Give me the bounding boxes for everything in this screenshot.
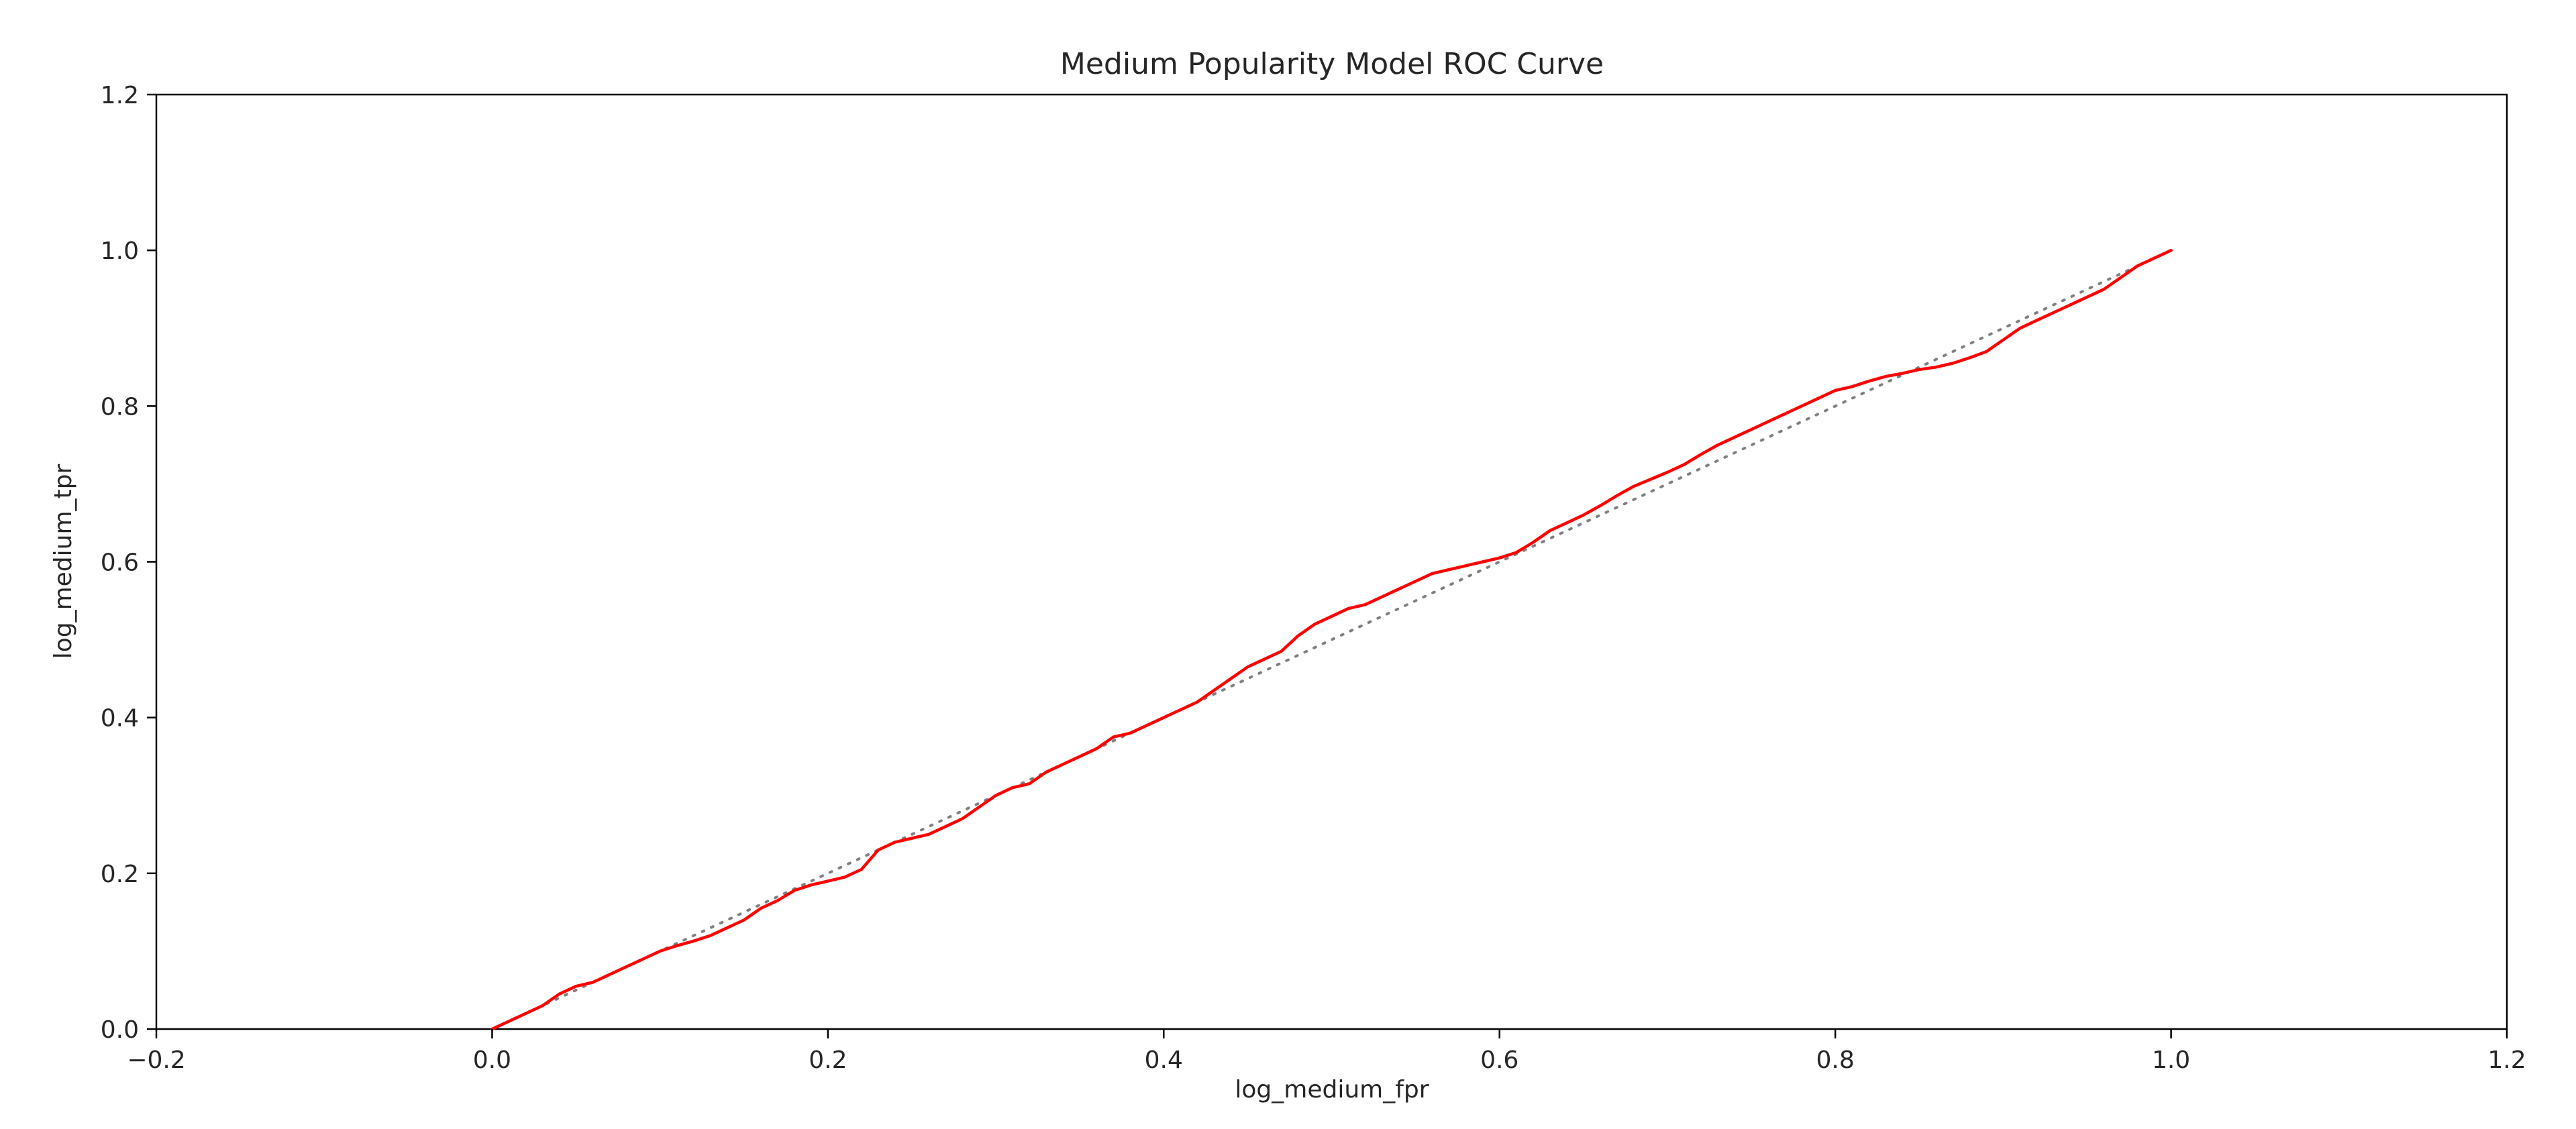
x-tick-label: 0.8: [1816, 1046, 1855, 1074]
y-tick-label: 1.0: [101, 237, 139, 265]
plot-area: [155, 93, 2508, 1031]
x-axis-label: log_medium_fpr: [1235, 1076, 1429, 1104]
y-tick-label: 0.6: [101, 549, 139, 577]
roc-curve-line: [491, 248, 2173, 1031]
y-tick-label: 1.2: [101, 82, 139, 109]
series-layer: [491, 248, 2173, 1031]
x-tick-label: 0.2: [809, 1046, 847, 1074]
y-axis-ticks: 0.0 0.2 0.4 0.6 0.8 1.0 1.2: [101, 82, 156, 1044]
chart-title: Medium Popularity Model ROC Curve: [1060, 47, 1604, 81]
x-tick-label: 0.0: [473, 1046, 511, 1074]
y-tick-label: 0.0: [101, 1016, 139, 1044]
y-tick-label: 0.4: [101, 705, 139, 733]
x-tick-label: 0.4: [1145, 1046, 1183, 1074]
x-tick-label: 1.2: [2487, 1046, 2526, 1074]
x-tick-label: 0.6: [1480, 1046, 1518, 1074]
x-tick-label: −0.2: [127, 1046, 185, 1074]
y-axis-label: log_medium_tpr: [50, 464, 77, 659]
chance-diagonal-line: [491, 249, 2173, 1030]
x-axis-ticks: −0.2 0.0 0.2 0.4 0.6 0.8 1.0 1.2: [127, 1029, 2526, 1074]
x-tick-label: 1.0: [2152, 1046, 2190, 1074]
y-tick-label: 0.8: [101, 393, 139, 421]
axes-frame: [155, 93, 2508, 1030]
y-tick-label: 0.2: [101, 861, 139, 888]
